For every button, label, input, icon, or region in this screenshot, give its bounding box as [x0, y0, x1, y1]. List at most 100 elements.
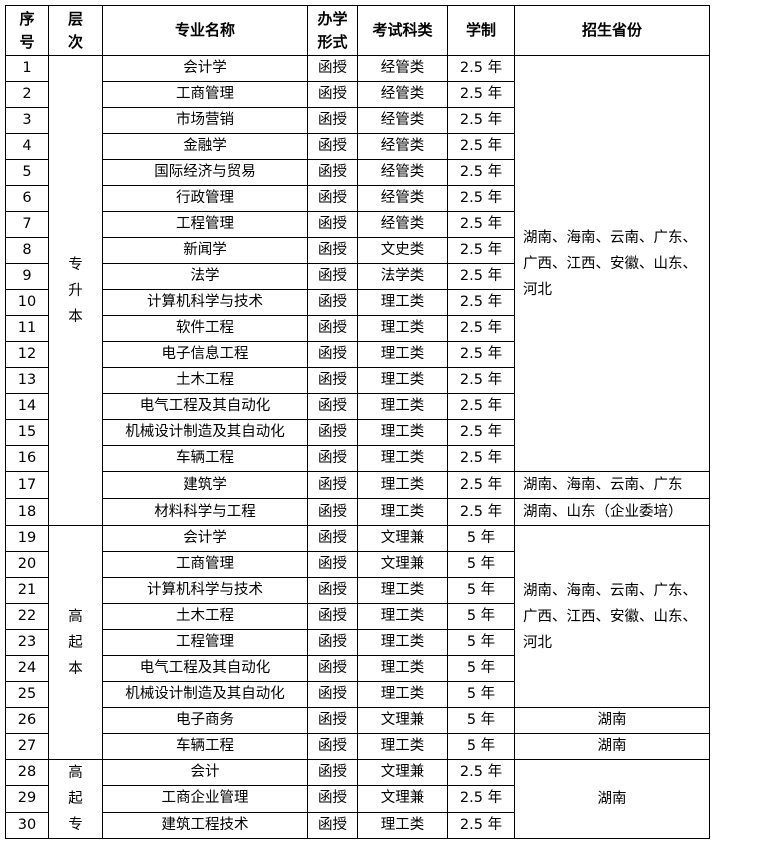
row-number: 17: [5, 471, 49, 499]
major-name: 会计学: [102, 55, 308, 82]
duration: 2.5 年: [447, 133, 515, 160]
major-name: 机械设计制造及其自动化: [102, 681, 308, 708]
header-level-2: 次: [67, 32, 83, 51]
row-number: 16: [5, 445, 49, 472]
study-mode: 函授: [307, 81, 358, 108]
exam-category: 理工类: [357, 445, 448, 472]
major-name: 建筑学: [102, 471, 308, 499]
header-mode-2: 形式: [317, 32, 348, 51]
exam-category: 理工类: [357, 367, 448, 394]
exam-category: 理工类: [357, 471, 448, 499]
row-number: 2: [5, 81, 49, 108]
major-name: 计算机科学与技术: [102, 577, 308, 604]
major-name: 建筑工程技术: [102, 811, 308, 840]
level-char: 高: [68, 765, 83, 781]
provinces-cell: 湖南: [514, 759, 710, 839]
exam-category: 经管类: [357, 107, 448, 134]
study-mode: 函授: [307, 133, 358, 160]
table-row: 30 建筑工程技术 函授 理工类 2.5 年: [5, 811, 710, 840]
exam-category: 文理兼: [357, 525, 448, 552]
major-name: 新闻学: [102, 237, 308, 264]
row-number: 4: [5, 133, 49, 160]
table-row: 26 电子商务 函授 文理兼 5 年湖南: [5, 707, 710, 734]
duration: 5 年: [447, 551, 515, 578]
study-mode: 函授: [307, 315, 358, 342]
row-number: 5: [5, 159, 49, 186]
row-number: 13: [5, 367, 49, 394]
major-name: 法学: [102, 263, 308, 290]
study-mode: 函授: [307, 551, 358, 578]
row-number: 6: [5, 185, 49, 212]
major-name: 软件工程: [102, 315, 308, 342]
exam-category: 理工类: [357, 655, 448, 682]
header-mode-1: 办学: [317, 9, 348, 28]
provinces-cell: 湖南: [514, 707, 710, 734]
exam-category: 文理兼: [357, 758, 448, 787]
study-mode: 函授: [307, 471, 358, 499]
study-mode: 函授: [307, 341, 358, 368]
exam-category: 理工类: [357, 603, 448, 630]
duration: 2.5 年: [447, 758, 515, 787]
row-number: 26: [5, 707, 49, 734]
duration: 2.5 年: [447, 498, 515, 526]
row-number: 18: [5, 498, 49, 526]
exam-category: 理工类: [357, 681, 448, 708]
study-mode: 函授: [307, 577, 358, 604]
exam-category: 理工类: [357, 498, 448, 526]
study-mode: 函授: [307, 811, 358, 840]
provinces-cell: 湖南、海南、云南、广东、广西、江西、安徽、山东、河北: [514, 55, 710, 472]
row-number: 1: [5, 55, 49, 82]
major-name: 土木工程: [102, 603, 308, 630]
study-mode: 函授: [307, 733, 358, 760]
study-mode: 函授: [307, 758, 358, 787]
study-mode: 函授: [307, 603, 358, 630]
exam-category: 经管类: [357, 185, 448, 212]
row-number: 8: [5, 237, 49, 264]
duration: 5 年: [447, 707, 515, 734]
major-name: 会计学: [102, 525, 308, 552]
study-mode: 函授: [307, 107, 358, 134]
row-number: 30: [5, 811, 49, 840]
level-char: 本: [68, 308, 83, 325]
level-cell: 高起专: [48, 759, 103, 839]
duration: 2.5 年: [447, 185, 515, 212]
row-number: 10: [5, 289, 49, 316]
duration: 2.5 年: [447, 367, 515, 394]
level-char: 专: [68, 256, 83, 273]
table-row: 19 高起本会计学 函授 文理兼 5 年湖南、海南、云南、广东、广西、江西、安徽、山东、…: [5, 525, 710, 760]
study-mode: 函授: [307, 211, 358, 238]
study-mode: 函授: [307, 289, 358, 316]
row-number: 28: [5, 758, 49, 787]
major-name: 工商管理: [102, 81, 308, 108]
exam-category: 文理兼: [357, 785, 448, 813]
major-name: 工商管理: [102, 551, 308, 578]
exam-category: 理工类: [357, 393, 448, 420]
duration: 2.5 年: [447, 107, 515, 134]
table-row: 13 土木工程 函授 理工类 2.5 年: [5, 367, 710, 394]
row-number: 25: [5, 681, 49, 708]
study-mode: 函授: [307, 159, 358, 186]
header-index-1: 序: [19, 9, 35, 28]
exam-category: 经管类: [357, 211, 448, 238]
exam-category: 理工类: [357, 315, 448, 342]
table-row: 25 机械设计制造及其自动化 函授 理工类 5 年: [5, 681, 710, 708]
study-mode: 函授: [307, 185, 358, 212]
exam-category: 理工类: [357, 341, 448, 368]
header-major: 专业名称: [102, 5, 308, 56]
exam-category: 经管类: [357, 159, 448, 186]
level-char: 起: [68, 634, 83, 651]
table-row: 6 行政管理 函授 经管类 2.5 年: [5, 185, 710, 212]
major-name: 计算机科学与技术: [102, 289, 308, 316]
major-name: 电子信息工程: [102, 341, 308, 368]
header-level-1: 层: [67, 9, 83, 28]
study-mode: 函授: [307, 629, 358, 656]
table-row: 1 专升本会计学 函授 经管类 2.5 年湖南、海南、云南、广东、广西、江西、安徽、山东…: [5, 55, 710, 526]
major-name: 电气工程及其自动化: [102, 655, 308, 682]
row-number: 11: [5, 315, 49, 342]
exam-category: 理工类: [357, 733, 448, 760]
duration: 5 年: [447, 525, 515, 552]
table-row: 5 国际经济与贸易 函授 经管类 2.5 年: [5, 159, 710, 186]
level-char: 起: [68, 791, 83, 807]
duration: 2.5 年: [447, 263, 515, 290]
exam-category: 理工类: [357, 577, 448, 604]
